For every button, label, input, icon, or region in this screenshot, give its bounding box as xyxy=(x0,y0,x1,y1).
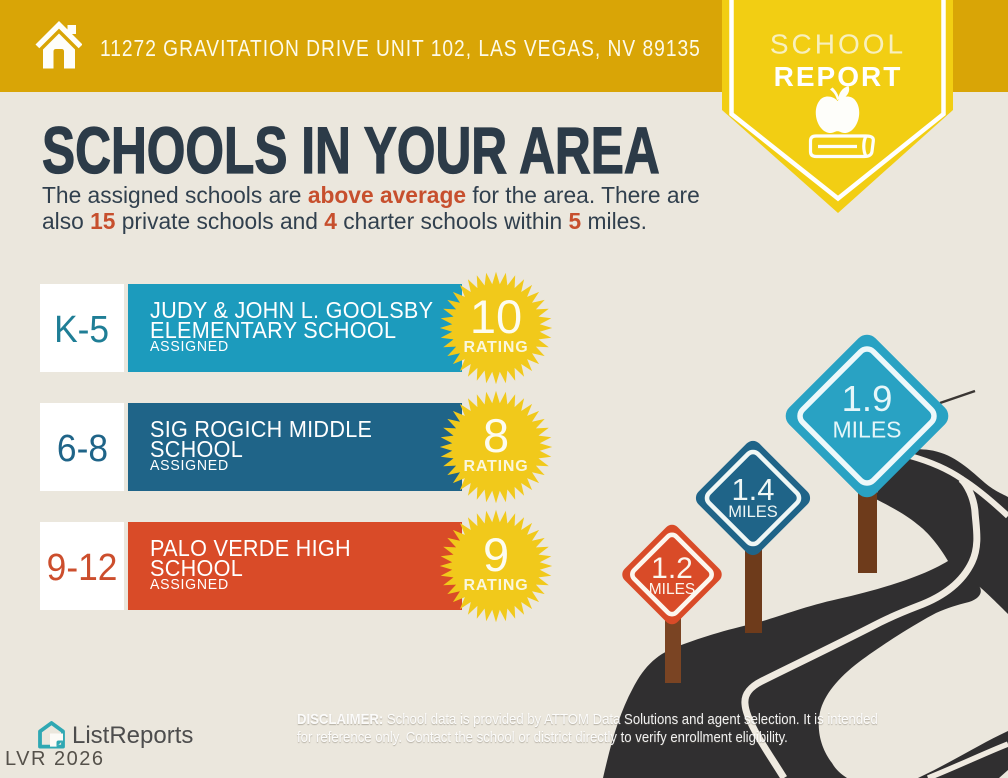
svg-text:MILES: MILES xyxy=(832,417,901,443)
svg-text:1.2: 1.2 xyxy=(651,552,693,585)
svg-text:RATING: RATING xyxy=(464,458,529,475)
svg-text:MILES: MILES xyxy=(728,503,778,521)
svg-text:8: 8 xyxy=(483,409,509,462)
svg-text:RATING: RATING xyxy=(464,577,529,594)
svg-text:REPORT: REPORT xyxy=(774,61,903,92)
svg-text:1.4: 1.4 xyxy=(731,472,774,507)
svg-text:10: 10 xyxy=(470,290,522,343)
svg-text:RATING: RATING xyxy=(464,339,529,356)
svg-text:MILES: MILES xyxy=(649,581,696,598)
svg-text:9: 9 xyxy=(483,528,509,581)
svg-text:1.9: 1.9 xyxy=(842,378,893,419)
svg-text:SCHOOL: SCHOOL xyxy=(770,29,906,60)
